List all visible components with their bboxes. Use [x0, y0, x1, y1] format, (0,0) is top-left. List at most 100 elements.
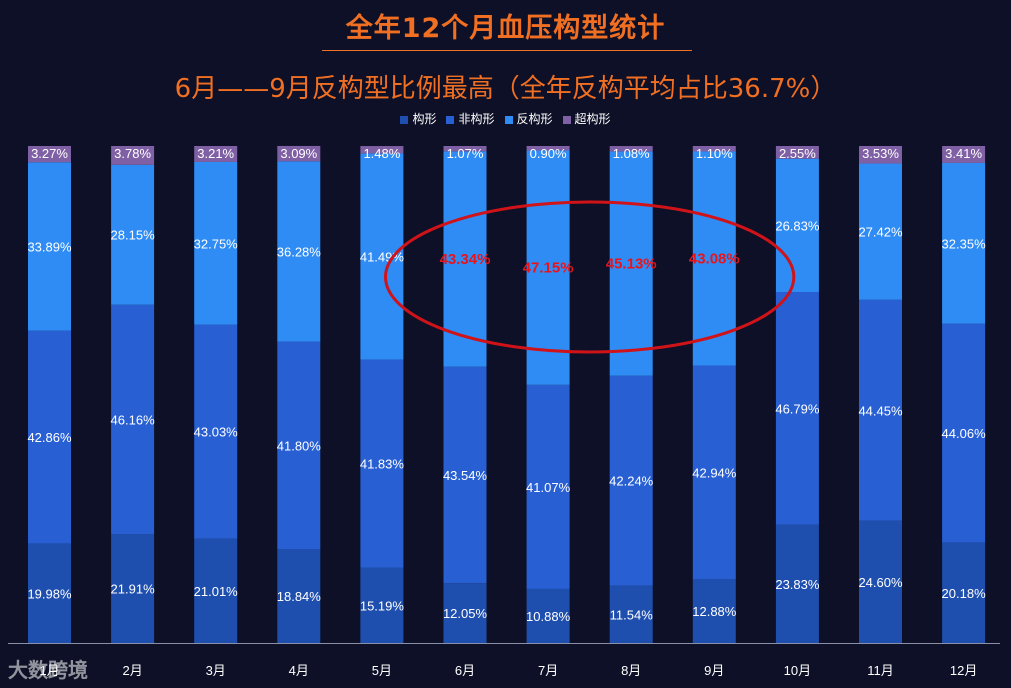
legend-item-2: 反构形: [504, 110, 553, 127]
x-tick-label: 4月: [289, 663, 309, 678]
bar-segment: [609, 151, 653, 376]
data-label: 11.54%: [610, 607, 654, 622]
bar-segment: [28, 330, 71, 544]
bar-segment: [775, 158, 819, 293]
bar-segment: [859, 163, 902, 300]
bar-segment: [277, 341, 321, 550]
bar-segment: [360, 567, 404, 643]
bar-segment: [692, 578, 736, 643]
data-label: 3.78%: [114, 146, 151, 161]
data-label: 46.16%: [111, 412, 156, 427]
legend-label: 非构形: [458, 112, 495, 126]
data-label: 24.60%: [858, 575, 903, 590]
legend-swatch: [400, 115, 409, 124]
legend-label: 构形: [412, 112, 437, 126]
data-label: 36.28%: [277, 244, 322, 259]
bar-segment: [360, 146, 404, 154]
bar-segment: [277, 549, 321, 643]
bar-segment: [692, 151, 736, 366]
data-label: 18.84%: [277, 589, 322, 604]
data-label: 10.88%: [526, 609, 571, 624]
bar-segment: [526, 588, 570, 643]
data-label: 3.53%: [862, 146, 899, 161]
data-label: 43.08%: [689, 251, 740, 268]
bar-segment: [859, 299, 902, 521]
bar-segment: [111, 164, 155, 305]
x-tick-label: 1月: [39, 663, 59, 678]
x-tick-label: 3月: [206, 663, 226, 678]
data-label: 19.98%: [27, 586, 72, 601]
bar-segment: [28, 162, 71, 331]
legend-item-0: 构形: [400, 110, 436, 127]
bar-segment: [526, 150, 570, 385]
data-label: 43.34%: [440, 251, 491, 268]
legend-swatch: [504, 115, 513, 124]
data-label: 42.94%: [692, 465, 737, 480]
data-label: 12.88%: [692, 604, 737, 619]
bar-segment: [277, 161, 321, 342]
legend-swatch: [562, 115, 571, 124]
data-label: 43.54%: [443, 468, 488, 483]
chart-subtitle: 6月——9月反构型比例最高（全年反构平均占比36.7%）: [174, 74, 837, 104]
legend-item-3: 超构形: [562, 110, 611, 127]
legend-label: 超构形: [574, 112, 611, 126]
data-label: 28.15%: [111, 228, 156, 243]
bar-segment: [609, 146, 653, 152]
data-label: 26.83%: [775, 218, 820, 233]
bar-segment: [360, 359, 404, 568]
x-tick-label: 2月: [122, 663, 142, 678]
data-label: 0.90%: [530, 146, 567, 161]
data-label: 41.49%: [360, 250, 405, 265]
x-tick-label: 11月: [867, 663, 894, 678]
bar-segment: [443, 366, 487, 584]
data-label: 1.10%: [696, 146, 733, 161]
data-label: 23.83%: [775, 577, 820, 592]
legend-label: 反构形: [516, 112, 553, 126]
bar-segment: [692, 146, 736, 152]
data-label: 33.89%: [27, 239, 72, 254]
data-label: 21.01%: [194, 584, 239, 599]
data-label: 47.15%: [523, 260, 574, 277]
data-label: 3.09%: [280, 146, 317, 161]
data-label: 20.18%: [942, 586, 987, 601]
bar-segment: [859, 520, 902, 643]
data-label: 21.91%: [111, 582, 156, 597]
data-label: 41.07%: [526, 480, 571, 495]
bar-segment: [28, 146, 71, 163]
data-label: 43.03%: [194, 425, 239, 440]
bar-segment: [775, 146, 819, 159]
data-label: 42.86%: [27, 430, 72, 445]
data-label: 3.27%: [31, 146, 68, 161]
data-label: 12.05%: [443, 606, 488, 621]
data-label: 44.06%: [942, 426, 987, 441]
bar-segment: [609, 585, 653, 643]
bar-segment: [942, 162, 986, 324]
bar-segment: [360, 153, 404, 360]
bar-segment: [859, 146, 902, 164]
bar-segment: [775, 292, 819, 525]
x-tick-label: 10月: [784, 663, 811, 678]
x-tick-label: 12月: [950, 663, 977, 678]
x-tick-label: 5月: [372, 663, 392, 678]
bar-segment: [942, 146, 986, 163]
bar-segment: [775, 524, 819, 643]
bar-segment: [443, 583, 487, 643]
bar-segment: [111, 146, 155, 165]
data-label: 1.08%: [613, 146, 650, 161]
bar-segment: [194, 161, 238, 325]
title-underline: [322, 50, 692, 51]
data-label: 3.21%: [197, 146, 234, 161]
x-tick-label: 7月: [538, 663, 558, 678]
data-label: 1.07%: [447, 146, 484, 161]
bar-segment: [692, 365, 736, 579]
chart-title: 全年12个月血压构型统计: [345, 13, 666, 44]
bar-segment: [526, 384, 570, 589]
highlight-ellipse: [384, 200, 796, 354]
data-label: 3.41%: [945, 146, 982, 161]
data-label: 41.80%: [277, 438, 322, 453]
data-label: 45.13%: [606, 256, 657, 273]
x-tick-label: 8月: [621, 663, 641, 678]
bar-segment: [111, 304, 155, 535]
data-label: 46.79%: [775, 401, 820, 416]
data-label: 42.24%: [609, 474, 654, 489]
